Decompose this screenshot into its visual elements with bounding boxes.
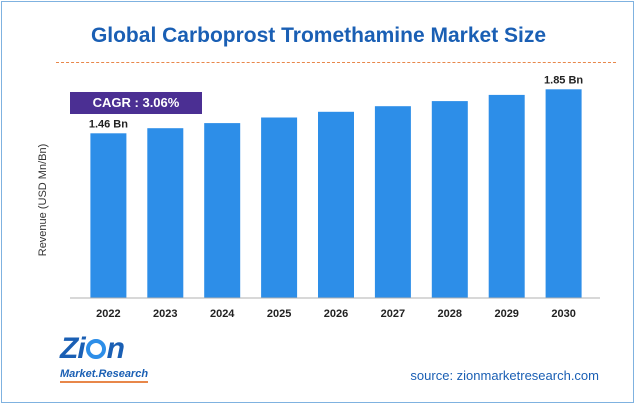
data-labels: 1.46 Bn 1.85 Bn xyxy=(89,74,584,130)
logo-letter-n: n xyxy=(106,332,125,365)
x-tick-2022: 2022 xyxy=(96,308,120,320)
x-tick-2025: 2025 xyxy=(267,308,291,320)
bars-group xyxy=(90,89,582,299)
bar-2026 xyxy=(318,111,354,298)
logo-subtitle: Market.Research xyxy=(60,367,149,383)
logo-wordmark: Zi n xyxy=(60,334,170,364)
cagr-badge: CAGR : 3.06% xyxy=(70,92,202,114)
bar-2024 xyxy=(204,123,241,298)
bar-2022 xyxy=(90,133,127,298)
logo-ring-icon xyxy=(85,339,106,359)
bar-2027 xyxy=(374,106,411,298)
x-tick-2027: 2027 xyxy=(381,308,405,320)
chart-title: Global Carboprost Tromethamine Market Si… xyxy=(90,24,547,47)
zion-logo: Zi n Market.Research xyxy=(60,334,170,386)
bar-2030 xyxy=(545,89,582,298)
x-tick-2030: 2030 xyxy=(551,308,575,320)
bar-2023 xyxy=(147,128,184,298)
bar-2029 xyxy=(488,94,525,299)
bar-2025 xyxy=(261,117,298,298)
logo-letter-i: i xyxy=(77,332,85,365)
data-label-2022: 1.46 Bn xyxy=(89,118,128,130)
x-tick-2023: 2023 xyxy=(153,308,177,320)
x-tick-2029: 2029 xyxy=(494,308,518,320)
bar-2028 xyxy=(431,101,468,298)
x-tick-2028: 2028 xyxy=(438,308,462,320)
title-divider xyxy=(56,62,616,63)
x-tick-2024: 2024 xyxy=(210,308,235,320)
x-tick-2026: 2026 xyxy=(324,308,348,320)
source-text: source: zionmarketresearch.com xyxy=(410,368,599,383)
logo-letter-z: Z xyxy=(60,332,78,365)
data-label-2030: 1.85 Bn xyxy=(544,74,583,86)
x-tick-labels: 2022 2023 2024 2025 2026 2027 2028 2029 2030 xyxy=(96,308,576,320)
